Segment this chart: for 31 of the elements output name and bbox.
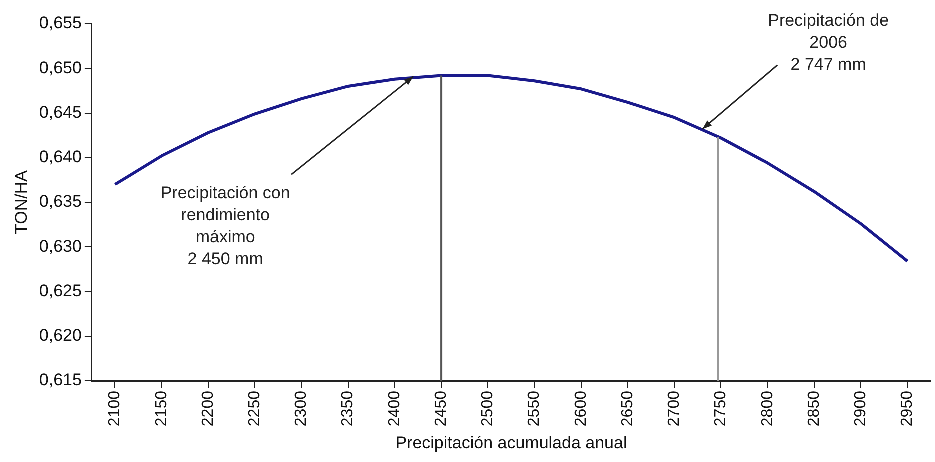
annotation: Precipitación de 2006 2 747 mm xyxy=(768,11,890,74)
x-tick-label: 2500 xyxy=(480,390,497,427)
x-axis-title: Precipitación acumulada anual xyxy=(396,433,628,452)
y-tick-label: 0,620 xyxy=(39,326,82,346)
y-tick-label: 0,650 xyxy=(39,58,82,78)
x-tick-label: 2250 xyxy=(246,390,264,427)
x-tick-label: 2200 xyxy=(200,390,217,427)
y-tick-label: 0,625 xyxy=(39,281,82,300)
x-tick-label: 2350 xyxy=(340,390,357,427)
y-tick-label: 0,655 xyxy=(39,14,82,33)
x-tick-label: 2750 xyxy=(712,390,730,427)
x-tick-label: 2700 xyxy=(666,390,684,427)
y-tick-label: 0,630 xyxy=(39,236,82,256)
x-tick-label: 2100 xyxy=(106,390,124,427)
y-tick-label: 0,640 xyxy=(39,148,82,167)
x-tick-label: 2850 xyxy=(806,390,823,427)
x-tick-label: 2950 xyxy=(899,390,916,427)
x-tick-label: 2900 xyxy=(852,390,870,427)
y-tick-label: 0,615 xyxy=(39,370,82,390)
x-tick-label: 2400 xyxy=(386,390,404,427)
annotation: Precipitación con rendimiento máximo 2 450 mm xyxy=(160,183,290,268)
x-tick-label: 2300 xyxy=(293,390,310,427)
x-tick-label: 2450 xyxy=(432,390,450,427)
y-tick-label: 0,645 xyxy=(39,102,82,122)
x-tick-label: 2150 xyxy=(153,390,170,427)
x-tick-label: 2550 xyxy=(526,390,544,427)
x-tick-label: 2650 xyxy=(619,390,636,427)
x-tick-label: 2600 xyxy=(572,390,590,427)
y-axis-title: TON/HA xyxy=(12,170,31,234)
y-tick-label: 0,635 xyxy=(39,192,82,212)
x-tick-label: 2800 xyxy=(759,390,776,427)
